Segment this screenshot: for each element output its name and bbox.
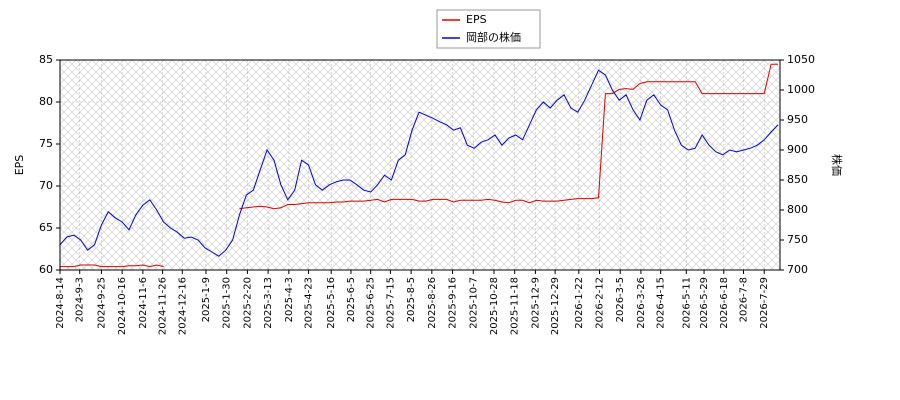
x-tick-label: 2026-5-29: [699, 277, 710, 329]
plot-frame: [59, 59, 781, 271]
x-tick-label: 2025-11-18: [510, 277, 521, 335]
x-tick-label: 2026-3-5: [615, 277, 626, 322]
lines: [59, 63, 779, 268]
x-tick-label: 2025-4-3: [284, 277, 295, 322]
x-tick-label: 2025-1-9: [201, 277, 212, 322]
x-tick-label: 2026-7-29: [759, 277, 770, 329]
y2-tick-label: 900: [787, 143, 808, 156]
y2-tick-label: 700: [787, 263, 808, 276]
x-tick-label: 2025-9-16: [448, 277, 459, 329]
y2-tick-label: 1000: [787, 83, 815, 96]
y2-axis-label: 株価: [830, 154, 844, 176]
legend-box: [436, 9, 541, 49]
x-tick-label: 2024-11-26: [158, 277, 169, 335]
x-tick-label: 2025-7-15: [385, 277, 396, 329]
x-tick-label: 2026-2-12: [595, 277, 606, 329]
y-tick-label: 80: [39, 95, 53, 108]
legend-label: 岡部の株価: [466, 30, 521, 44]
y2-tick-label: 1050: [787, 53, 815, 66]
y-axis-label: EPS: [13, 155, 26, 176]
y-tick-label: 60: [39, 263, 53, 276]
y-tick-label: 70: [39, 179, 53, 192]
x-tick-label: 2026-7-8: [739, 277, 750, 322]
x-tick-label: 2025-5-16: [326, 277, 337, 329]
x-tick-label: 2025-12-9: [530, 277, 541, 329]
x-tick-label: 2024-9-3: [75, 277, 86, 322]
x-tick-label: 2025-8-26: [427, 277, 438, 329]
y2-tick-label: 800: [787, 203, 808, 216]
y-tick-label: 85: [39, 53, 53, 66]
legend-label: EPS: [466, 13, 487, 26]
x-tick-label: 2024-12-16: [177, 277, 188, 335]
legend: EPS 岡部の株価: [436, 9, 541, 49]
x-tick-label: 2026-5-11: [681, 277, 692, 329]
x-tick-label: 2025-12-29: [550, 277, 561, 335]
x-tick-label: 2024-11-6: [138, 277, 149, 329]
x-tick-label: 2026-3-26: [636, 277, 647, 329]
series-line: [60, 63, 778, 268]
x-tick-label: 2025-3-13: [263, 277, 274, 329]
x-tick-label: 2025-6-25: [366, 277, 377, 329]
series-line: [59, 69, 779, 257]
y2-tick-label: 750: [787, 233, 808, 246]
x-tick-label: 2025-10-28: [489, 277, 500, 335]
x-tick-label: 2024-10-16: [117, 277, 128, 335]
x-tick-label: 2025-6-5: [346, 277, 357, 322]
x-tick-label: 2026-4-15: [656, 277, 667, 329]
x-tick-label: 2025-4-23: [304, 277, 315, 329]
x-tick-label: 2026-1-22: [574, 277, 585, 329]
x-tick-label: 2024-9-25: [96, 277, 107, 329]
y2-tick-label: 950: [787, 113, 808, 126]
x-tick-label: 2025-1-30: [222, 277, 233, 329]
x-tick-label: 2025-2-20: [242, 277, 253, 329]
x-tick-label: 2024-8-14: [55, 277, 66, 329]
plot-background: [60, 60, 780, 270]
x-tick-label: 2025-10-7: [468, 277, 479, 329]
x-tick-label: 2026-6-18: [719, 277, 730, 329]
y-tick-label: 75: [39, 137, 53, 150]
x-tick-label: 2025-8-5: [406, 277, 417, 322]
y2-tick-label: 850: [787, 173, 808, 186]
y-tick-label: 65: [39, 221, 53, 234]
